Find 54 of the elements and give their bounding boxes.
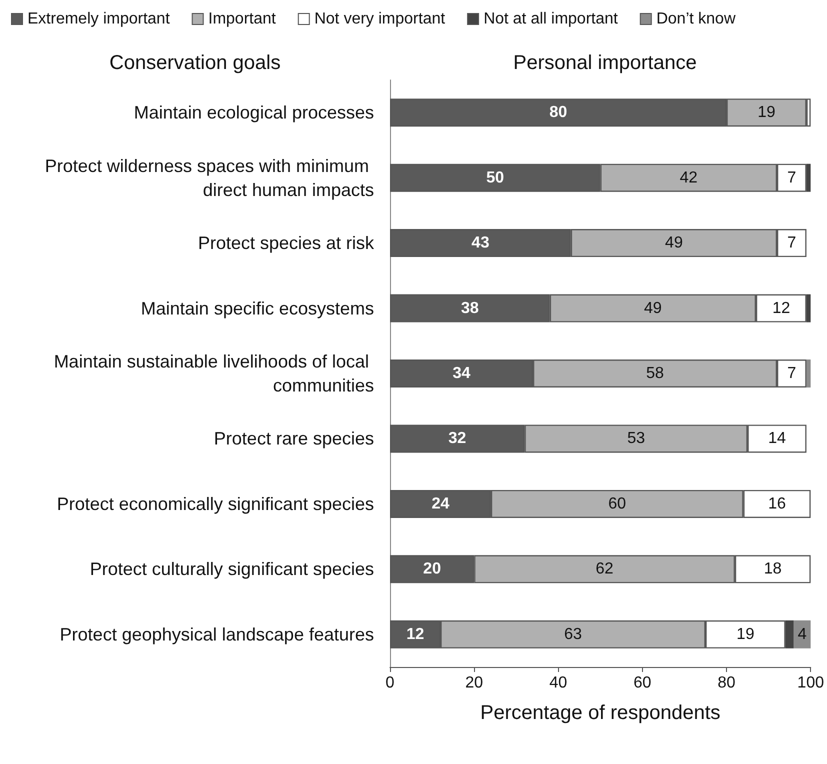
y-tick-label: Protect wilderness spaces with minimum direct human impacts (44, 156, 374, 200)
data-label: 60 (608, 495, 626, 512)
legend-label: Important (208, 10, 276, 28)
data-label: 32 (448, 430, 466, 448)
legend-label: Not at all important (484, 10, 618, 28)
data-label: 43 (472, 234, 490, 252)
data-label: 19 (758, 104, 776, 122)
y-tick-label: Protect rare species (214, 428, 374, 449)
data-label: 50 (486, 169, 504, 186)
x-tick-label: 60 (633, 674, 652, 692)
chart-title: Personal importance (513, 52, 697, 74)
bar (785, 620, 794, 648)
data-label: 14 (768, 430, 786, 448)
y-tick-label: Maintain sustainable livelihoods of local communities (54, 352, 374, 396)
x-axis-title: Percentage of respondents (480, 702, 720, 724)
data-label: 18 (764, 560, 782, 578)
bar (806, 360, 811, 388)
data-label: 42 (680, 169, 698, 186)
y-tick-label: Protect economically significant species (56, 494, 374, 514)
data-label: 16 (768, 495, 786, 512)
data-label: 20 (423, 560, 442, 578)
bar (806, 294, 811, 322)
x-tick-label: 40 (549, 674, 568, 692)
data-label: 49 (644, 300, 662, 317)
data-label: 7 (787, 365, 796, 382)
y-tick-label: Protect culturally significant species (90, 559, 374, 580)
data-label: 38 (461, 300, 479, 317)
y-tick-label: Protect species at risk (198, 233, 375, 254)
data-label: 19 (736, 626, 754, 643)
data-label: 7 (787, 169, 796, 186)
y-tick-label: Protect geophysical landscape features (60, 624, 374, 644)
data-label: 12 (772, 300, 790, 317)
y-axis-title: Conservation goals (109, 52, 281, 74)
data-label: 7 (787, 234, 796, 252)
data-label: 63 (564, 626, 582, 643)
data-label: 12 (406, 626, 424, 643)
y-tick-label: Maintain ecological processes (134, 102, 374, 123)
data-label: 24 (432, 495, 450, 512)
data-label: 53 (627, 430, 646, 448)
legend-label: Not very important (314, 10, 446, 28)
x-tick-label: 100 (797, 674, 824, 692)
legend-label: Don’t know (656, 10, 736, 28)
data-label: 80 (549, 104, 568, 122)
y-tick-label: Maintain specific ecosystems (140, 298, 374, 318)
x-tick-label: 20 (465, 674, 484, 692)
data-label: 4 (798, 626, 807, 643)
data-label: 62 (596, 560, 614, 578)
data-label: 49 (665, 234, 683, 252)
data-label: 58 (646, 365, 664, 382)
legend-label: Extremely important (28, 10, 170, 28)
x-tick-label: 0 (386, 674, 395, 692)
bar (806, 164, 811, 192)
x-tick-label: 80 (718, 674, 736, 692)
data-label: 34 (452, 365, 471, 382)
